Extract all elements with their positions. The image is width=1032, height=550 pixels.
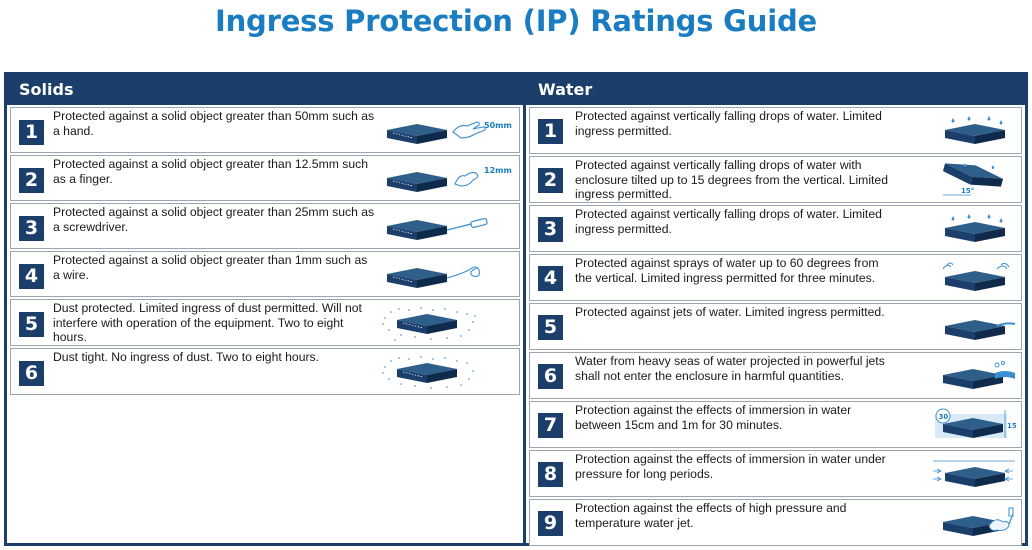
- immersion-icon: 30 15cm-1m: [885, 406, 1017, 444]
- water-row-3: 3 Protected against vertically falling d…: [529, 205, 1022, 252]
- rating-description: Protected against a solid object greater…: [53, 205, 375, 234]
- high-pressure-jet-icon: [885, 504, 1017, 542]
- dust-tight-icon: [381, 353, 513, 391]
- rating-description: Protection against the effects of immers…: [575, 403, 852, 432]
- ip-ratings-table: Solids 1 Protected against a solid objec…: [4, 72, 1028, 546]
- screwdriver-icon: [381, 208, 513, 246]
- spray-icon: [885, 259, 1017, 297]
- rating-number: 1: [19, 120, 44, 145]
- water-row-4: 4 Protected against sprays of water up t…: [529, 254, 1022, 301]
- rating-number: 4: [538, 266, 563, 291]
- water-column: Water 1 Protected against vertically fal…: [526, 75, 1025, 546]
- rating-number: 6: [538, 364, 563, 389]
- depth-label: 15cm-1m: [1007, 422, 1017, 430]
- column-divider: [523, 75, 526, 543]
- drops-icon: [885, 210, 1017, 248]
- rating-description: Water from heavy seas of water projected…: [575, 354, 885, 383]
- rating-number: 3: [538, 217, 563, 242]
- water-row-7: 7 Protection against the effects of imme…: [529, 401, 1022, 448]
- rating-description: Protection against the effects of high p…: [575, 501, 847, 530]
- solids-heading: Solids: [7, 75, 523, 105]
- page-title: Ingress Protection (IP) Ratings Guide: [215, 4, 817, 38]
- rating-description: Protected against a solid object greater…: [53, 253, 368, 282]
- wire-icon: [381, 256, 513, 294]
- tilted-drops-icon: 15°: [885, 161, 1017, 199]
- rating-number: 9: [538, 511, 563, 536]
- tilt-label: 15°: [961, 187, 974, 195]
- water-heading: Water: [526, 75, 1025, 105]
- rating-description: Dust protected. Limited ingress of dust …: [53, 301, 362, 344]
- rating-description: Protected against vertically falling dro…: [575, 109, 882, 138]
- rating-number: 2: [19, 168, 44, 193]
- rating-description: Protected against sprays of water up to …: [575, 256, 879, 285]
- rating-number: 6: [19, 361, 44, 386]
- finger-icon: 12mm: [381, 160, 513, 198]
- jet-icon: [885, 308, 1017, 346]
- solids-row-6: 6 Dust tight. No ingress of dust. Two to…: [10, 348, 520, 395]
- empty-area: [10, 397, 520, 549]
- rating-number: 5: [19, 312, 44, 337]
- size-label: 50mm: [484, 121, 512, 130]
- water-row-8: 8 Protection against the effects of imme…: [529, 450, 1022, 497]
- timer-label: 30: [939, 413, 949, 421]
- rating-number: 5: [538, 315, 563, 340]
- size-label: 12mm: [484, 166, 512, 175]
- rating-description: Protected against jets of water. Limited…: [575, 305, 885, 319]
- rating-description: Protected against vertically falling dro…: [575, 207, 882, 236]
- solids-row-4: 4 Protected against a solid object great…: [10, 251, 520, 297]
- water-row-5: 5 Protected against jets of water. Limit…: [529, 303, 1022, 350]
- rating-description: Protected against a solid object greater…: [53, 157, 369, 186]
- rating-description: Dust tight. No ingress of dust. Two to e…: [53, 350, 320, 364]
- rating-number: 1: [538, 119, 563, 144]
- water-row-2: 2 Protected against vertically falling d…: [529, 156, 1022, 203]
- drops-icon: [885, 112, 1017, 150]
- rating-number: 4: [19, 264, 44, 289]
- solids-row-3: 3 Protected against a solid object great…: [10, 203, 520, 249]
- water-row-1: 1 Protected against vertically falling d…: [529, 107, 1022, 154]
- solids-column: Solids 1 Protected against a solid objec…: [7, 75, 523, 543]
- rating-description: Protected against a solid object greater…: [53, 109, 375, 138]
- hand-icon: 50mm: [381, 112, 513, 150]
- rating-number: 3: [19, 216, 44, 241]
- rating-number: 7: [538, 413, 563, 438]
- rating-description: Protected against vertically falling dro…: [575, 158, 888, 201]
- solids-row-5: 5 Dust protected. Limited ingress of dus…: [10, 299, 520, 346]
- heavy-jet-icon: [885, 357, 1017, 395]
- rating-number: 2: [538, 168, 563, 193]
- rating-description: Protection against the effects of immers…: [575, 452, 886, 481]
- water-row-9: 9 Protection against the effects of high…: [529, 499, 1022, 546]
- pressure-immersion-icon: [885, 455, 1017, 493]
- solids-row-1: 1 Protected against a solid object great…: [10, 107, 520, 153]
- water-row-6: 6 Water from heavy seas of water project…: [529, 352, 1022, 399]
- dust-icon: [381, 304, 513, 342]
- solids-row-2: 2 Protected against a solid object great…: [10, 155, 520, 201]
- rating-number: 8: [538, 462, 563, 487]
